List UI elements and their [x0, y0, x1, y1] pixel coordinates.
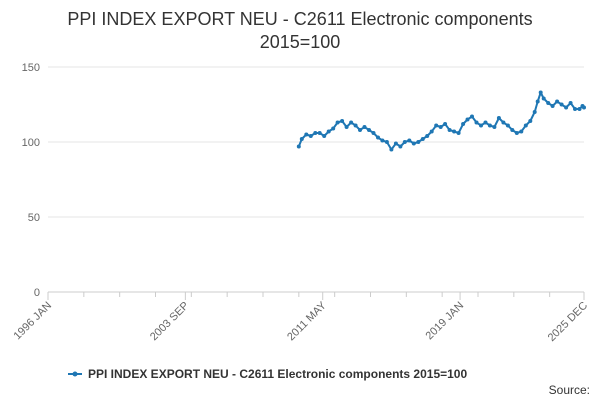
data-point[interactable]: [420, 137, 425, 141]
legend-label[interactable]: PPI INDEX EXPORT NEU - C2611 Electronic …: [88, 367, 467, 381]
data-point[interactable]: [308, 134, 313, 138]
legend[interactable]: PPI INDEX EXPORT NEU - C2611 Electronic …: [68, 367, 467, 381]
legend-marker-swatch: [72, 371, 78, 377]
data-point[interactable]: [465, 117, 470, 122]
data-point[interactable]: [425, 134, 430, 138]
x-tick-label-1: 2003 SEP: [148, 300, 192, 344]
data-point[interactable]: [393, 141, 398, 146]
data-point[interactable]: [299, 137, 304, 141]
data-point[interactable]: [452, 129, 457, 134]
data-point[interactable]: [582, 105, 586, 110]
data-point[interactable]: [384, 140, 389, 144]
data-point[interactable]: [429, 129, 434, 134]
data-point[interactable]: [317, 131, 322, 135]
data-point[interactable]: [367, 128, 371, 132]
data-point[interactable]: [496, 116, 501, 120]
gridlines: [48, 66, 584, 218]
data-point[interactable]: [344, 125, 349, 129]
data-point[interactable]: [296, 144, 301, 149]
data-point[interactable]: [577, 107, 582, 111]
data-point[interactable]: [304, 132, 309, 137]
data-point[interactable]: [331, 126, 336, 131]
data-point[interactable]: [461, 122, 466, 126]
data-point[interactable]: [492, 125, 497, 129]
data-point[interactable]: [411, 141, 416, 146]
data-point[interactable]: [407, 138, 412, 143]
data-point[interactable]: [528, 119, 533, 123]
chart-title: PPI INDEX EXPORT NEU - C2611 Electronic …: [67, 9, 532, 52]
data-point[interactable]: [487, 123, 492, 128]
data-point[interactable]: [568, 101, 573, 105]
data-point[interactable]: [443, 122, 448, 126]
y-tick-label-50: 50: [28, 212, 40, 224]
series-group: [296, 90, 586, 152]
data-point[interactable]: [362, 125, 367, 129]
data-point[interactable]: [505, 123, 510, 128]
source-label: Source:: [549, 383, 590, 397]
x-tick-label-3: 2019 JAN: [424, 300, 467, 343]
data-point[interactable]: [538, 90, 543, 95]
data-point[interactable]: [523, 123, 528, 128]
data-point[interactable]: [535, 99, 540, 104]
data-point[interactable]: [313, 131, 318, 135]
data-point[interactable]: [479, 123, 483, 128]
data-point[interactable]: [470, 114, 474, 119]
x-tick-label-4: 2025 DEC: [546, 300, 590, 344]
data-point[interactable]: [353, 123, 358, 128]
data-point[interactable]: [402, 140, 407, 144]
data-point[interactable]: [510, 128, 515, 132]
data-point[interactable]: [335, 120, 340, 125]
data-point[interactable]: [550, 104, 555, 108]
data-point[interactable]: [514, 131, 519, 135]
data-point[interactable]: [541, 96, 546, 101]
data-point[interactable]: [438, 125, 443, 129]
x-tick-label-2: 2011 MAY: [285, 299, 329, 343]
data-point[interactable]: [398, 144, 403, 149]
data-point[interactable]: [559, 102, 564, 107]
data-point[interactable]: [483, 120, 488, 125]
data-point[interactable]: [573, 107, 577, 111]
data-point[interactable]: [340, 119, 345, 123]
data-point[interactable]: [358, 128, 362, 132]
x-axis-ticks: 1996 JAN 2003 SEP 2011 MAY 2019 JAN 2025 DEC: [11, 292, 590, 344]
data-point[interactable]: [371, 131, 376, 135]
data-point[interactable]: [532, 110, 537, 114]
y-tick-label-100: 100: [22, 137, 40, 149]
data-point[interactable]: [416, 140, 421, 144]
x-tick-label-0: 1996 JAN: [11, 300, 54, 343]
data-point[interactable]: [434, 123, 439, 128]
data-point[interactable]: [447, 128, 452, 132]
data-point[interactable]: [546, 101, 551, 105]
data-point[interactable]: [555, 99, 560, 104]
data-point[interactable]: [474, 120, 479, 125]
data-point[interactable]: [389, 147, 394, 152]
data-point[interactable]: [501, 120, 506, 125]
y-axis-ticks: 0 50 100 150: [22, 62, 40, 299]
chart-title-line1: PPI INDEX EXPORT NEU - C2611 Electronic …: [67, 9, 532, 29]
data-point[interactable]: [564, 105, 569, 110]
data-point[interactable]: [322, 134, 327, 138]
data-point[interactable]: [456, 131, 461, 135]
y-tick-label-0: 0: [34, 287, 40, 299]
data-point[interactable]: [519, 129, 524, 134]
data-point[interactable]: [380, 138, 385, 143]
data-point[interactable]: [349, 120, 354, 125]
data-point[interactable]: [326, 129, 331, 134]
chart-title-line2: 2015=100: [260, 32, 341, 52]
data-point[interactable]: [376, 135, 380, 140]
y-tick-label-150: 150: [22, 62, 40, 74]
